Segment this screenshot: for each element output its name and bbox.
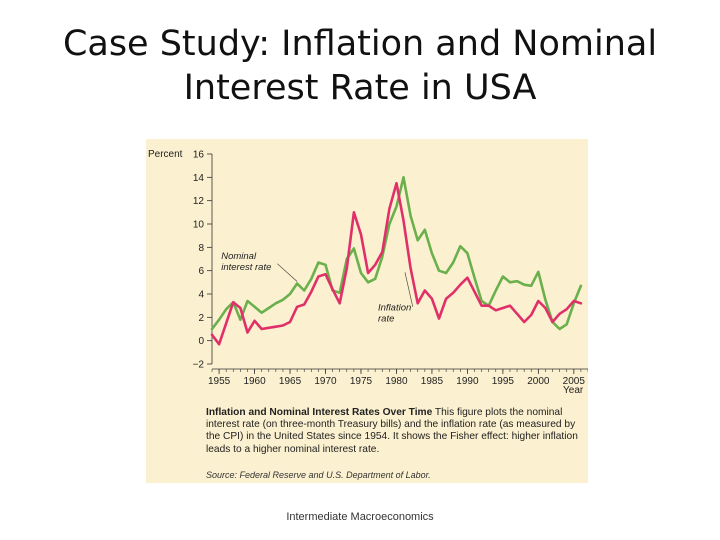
y-tick-label: 14 (193, 173, 205, 184)
y-axis-label: Percent (148, 149, 183, 160)
x-tick-label: 1985 (421, 376, 444, 387)
y-tick-label: 0 (198, 336, 204, 347)
slide-title: Case Study: Inflation and Nominal Intere… (40, 22, 680, 110)
y-tick-label: −2 (193, 360, 205, 371)
nominal-series-label: Nominal interest rate (221, 251, 271, 273)
y-tick-label: 10 (193, 220, 205, 231)
x-tick-label: 1970 (314, 376, 337, 387)
nominal-label-line: Nominal (221, 251, 257, 262)
figure-caption: Inflation and Nominal Interest Rates Ove… (206, 407, 584, 456)
slide-title-line-1: Case Study: Inflation and Nominal (40, 22, 680, 66)
inflation-label-line: Inflation (378, 302, 411, 313)
caption-title: Inflation and Nominal Interest Rates Ove… (206, 407, 432, 418)
x-tick-label: 1975 (350, 376, 373, 387)
y-tick-label: 6 (198, 266, 204, 277)
x-tick-label: 1980 (385, 376, 408, 387)
nominal-label-line: interest rate (221, 262, 271, 273)
y-tick-label: 4 (198, 290, 204, 301)
inflation-label-line: rate (378, 313, 394, 324)
slide-title-line-2: Interest Rate in USA (40, 66, 680, 110)
figure-source: Source: Federal Reserve and U.S. Departm… (206, 470, 584, 481)
nominal-leader-line (277, 264, 297, 282)
slide-footer: Intermediate Macroeconomics (0, 511, 720, 523)
figure-panel: Percent Year −2 0 2 4 6 8 10 12 14 16 1955 1960 1965… (146, 139, 588, 483)
x-tick-label: 2005 (563, 376, 586, 387)
x-tick-label: 1960 (243, 376, 266, 387)
x-tick-label: 2000 (527, 376, 550, 387)
y-tick-label: 12 (193, 196, 205, 207)
x-tick-label: 1965 (279, 376, 302, 387)
x-tick-label: 1990 (456, 376, 479, 387)
x-tick-label: 1955 (208, 376, 231, 387)
y-tick-label: 16 (193, 150, 205, 161)
y-tick-label: 2 (198, 313, 204, 324)
x-tick-label: 1995 (492, 376, 515, 387)
y-tick-label: 8 (198, 243, 204, 254)
inflation-series-label: Inflation rate (378, 302, 411, 324)
